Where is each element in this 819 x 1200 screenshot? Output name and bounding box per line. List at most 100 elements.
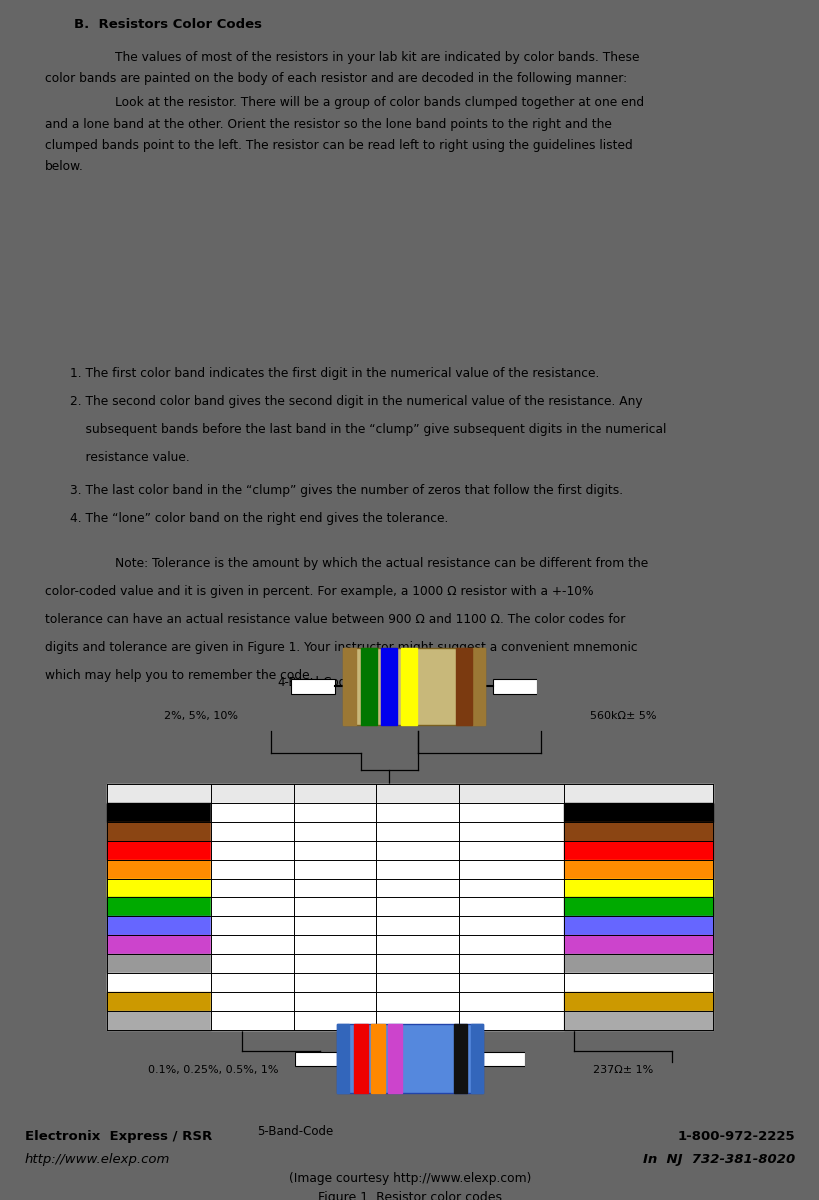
Bar — [458, 973, 563, 992]
Text: 6: 6 — [414, 920, 420, 931]
Bar — [293, 992, 376, 1010]
Text: COLOR: COLOR — [139, 788, 179, 799]
Bar — [563, 859, 713, 878]
Text: ± 1%: ± 1% — [605, 827, 634, 836]
Bar — [211, 954, 293, 973]
Bar — [376, 954, 458, 973]
Bar — [400, 648, 416, 725]
Text: 100KΩ: 100KΩ — [493, 902, 527, 912]
Text: 1-800-972-2225: 1-800-972-2225 — [677, 1130, 794, 1144]
Text: 1st BAND: 1st BAND — [224, 788, 280, 799]
Text: 0.1: 0.1 — [502, 996, 518, 1007]
Bar — [376, 1010, 458, 1030]
Bar — [106, 841, 211, 859]
Text: 3: 3 — [332, 864, 338, 874]
Text: 9: 9 — [414, 978, 420, 988]
Text: ± 5%: ± 5% — [605, 996, 634, 1007]
Text: 0: 0 — [414, 808, 420, 817]
Bar — [293, 1010, 376, 1030]
Bar — [293, 822, 376, 841]
Text: Note: Tolerance is the amount by which the actual resistance can be different fr: Note: Tolerance is the amount by which t… — [115, 557, 647, 570]
Bar — [563, 992, 713, 1010]
Text: 3: 3 — [414, 864, 420, 874]
Text: B.  Resistors Color Codes: B. Resistors Color Codes — [74, 18, 261, 31]
Bar — [342, 648, 485, 725]
Text: Electronix  Express / RSR: Electronix Express / RSR — [25, 1130, 211, 1144]
Text: below.: below. — [45, 160, 84, 173]
Text: (J): (J) — [680, 996, 691, 1007]
Text: 0.1%, 0.25%, 0.5%, 1%: 0.1%, 0.25%, 0.5%, 1% — [147, 1064, 278, 1075]
Bar — [458, 803, 563, 822]
Bar — [211, 917, 293, 935]
Bar — [106, 859, 211, 878]
Text: Green: Green — [143, 902, 174, 912]
Text: Silver: Silver — [144, 1015, 174, 1025]
Bar — [360, 648, 377, 725]
Text: In  NJ  732-381-8020: In NJ 732-381-8020 — [642, 1153, 794, 1166]
Bar — [293, 954, 376, 973]
Text: 3. The last color band in the “clump” gives the number of zeros that follow the : 3. The last color band in the “clump” gi… — [70, 485, 622, 497]
Bar — [211, 878, 293, 898]
Bar — [458, 935, 563, 954]
Text: resistance value.: resistance value. — [70, 451, 189, 464]
Bar — [376, 803, 458, 822]
Bar — [376, 822, 458, 841]
Bar — [293, 878, 376, 898]
Text: 8: 8 — [249, 959, 256, 968]
Bar — [211, 898, 293, 917]
Text: color bands are painted on the body of each resistor and are decoded in the foll: color bands are painted on the body of e… — [45, 72, 627, 85]
Bar — [380, 648, 396, 725]
Bar — [370, 1024, 384, 1093]
Bar — [106, 1010, 211, 1030]
Text: 2nd BAND: 2nd BAND — [305, 788, 364, 799]
Bar — [563, 917, 713, 935]
Bar — [563, 935, 713, 954]
Bar — [453, 1024, 467, 1093]
Bar — [211, 1010, 293, 1030]
Bar — [458, 841, 563, 859]
Text: Violet: Violet — [144, 940, 174, 949]
Text: 1MΩ: 1MΩ — [499, 920, 523, 931]
Bar — [472, 648, 485, 725]
Text: 10MΩ: 10MΩ — [495, 940, 526, 949]
Text: 8: 8 — [332, 959, 338, 968]
Text: 4: 4 — [332, 883, 338, 893]
Bar — [563, 954, 713, 973]
Text: 560kΩ± 5%: 560kΩ± 5% — [589, 712, 656, 721]
Bar — [342, 648, 356, 725]
Bar — [376, 917, 458, 935]
Bar — [295, 1051, 336, 1066]
Bar — [106, 992, 211, 1010]
Text: ±0.5%: ±0.5% — [602, 902, 637, 912]
Bar — [376, 859, 458, 878]
Text: clumped bands point to the left. The resistor can be read left to right using th: clumped bands point to the left. The res… — [45, 139, 632, 151]
Text: 5: 5 — [332, 902, 338, 912]
Text: 0: 0 — [249, 808, 256, 817]
Text: 5: 5 — [414, 902, 420, 912]
Bar — [458, 878, 563, 898]
Bar — [458, 898, 563, 917]
Text: 7: 7 — [414, 940, 420, 949]
Text: White: White — [143, 978, 174, 988]
Bar — [563, 803, 713, 822]
Text: 7: 7 — [332, 940, 338, 949]
Bar — [106, 917, 211, 935]
Bar — [563, 822, 713, 841]
Bar — [106, 898, 211, 917]
Bar — [293, 841, 376, 859]
Bar — [293, 898, 376, 917]
Bar — [458, 954, 563, 973]
Bar — [293, 973, 376, 992]
Text: ±0.05%: ±0.05% — [599, 959, 640, 968]
Text: Black: Black — [145, 808, 173, 817]
Bar — [458, 992, 563, 1010]
Text: 4: 4 — [249, 883, 256, 893]
Text: 0.01: 0.01 — [499, 1015, 522, 1025]
Bar — [106, 803, 211, 822]
Text: (D): (D) — [677, 902, 694, 912]
Text: 1. The first color band indicates the first digit in the numerical value of the : 1. The first color band indicates the fi… — [70, 367, 599, 379]
Bar — [563, 878, 713, 898]
Text: http://www.elexp.com: http://www.elexp.com — [25, 1153, 170, 1166]
Text: 100Ω: 100Ω — [497, 845, 524, 856]
Bar — [563, 841, 713, 859]
